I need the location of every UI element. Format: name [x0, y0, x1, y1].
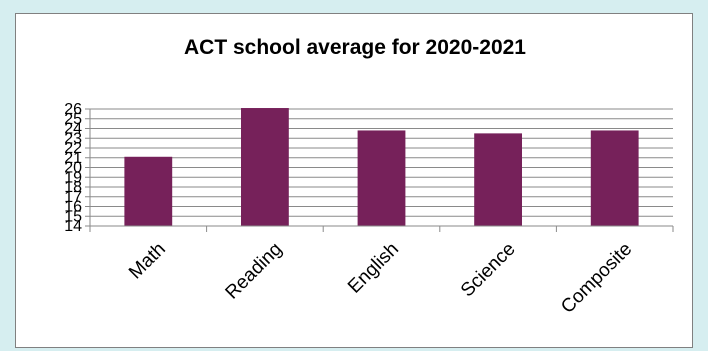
bar-composite: [590, 130, 639, 226]
bars: [124, 108, 639, 226]
x-tick-label: Composite: [557, 239, 636, 318]
x-tick-label: Reading: [222, 239, 287, 304]
x-tick-label: English: [344, 239, 403, 298]
y-tick-label: 18: [64, 179, 82, 196]
x-tick-label: Science: [457, 239, 520, 302]
y-tick-label: 25: [64, 111, 82, 128]
y-tick-label: 22: [64, 140, 82, 157]
axes: [85, 108, 674, 232]
y-tick-label: 17: [64, 189, 82, 206]
x-tick-label: Math: [125, 239, 170, 284]
y-tick-label: 19: [64, 169, 82, 186]
bar-science: [474, 133, 523, 226]
chart-area: ACT school average for 2020-2021 14 15 16 1…: [15, 13, 693, 348]
y-tick-label: 14: [64, 218, 82, 235]
y-tick-label: 26: [64, 101, 82, 118]
y-tick-label: 21: [64, 150, 82, 167]
bar-reading: [240, 108, 289, 226]
y-tick-label: 23: [64, 130, 82, 147]
bar-math: [124, 156, 173, 226]
y-tick-label: 24: [64, 121, 82, 138]
chart-title: ACT school average for 2020-2021: [184, 36, 526, 59]
y-tick-label: 20: [64, 160, 82, 177]
bar-english: [357, 130, 406, 226]
y-tick-label: 16: [64, 199, 82, 216]
y-tick-label: 15: [64, 208, 82, 225]
